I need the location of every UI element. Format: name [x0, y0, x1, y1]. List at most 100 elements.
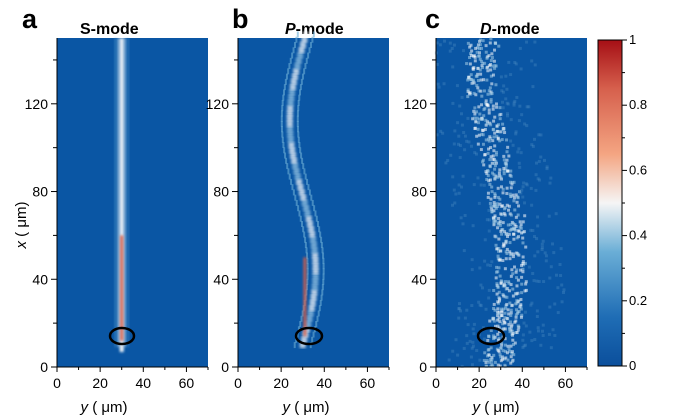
speckle: [500, 89, 504, 93]
speckle: [504, 306, 508, 310]
speckle: [483, 153, 487, 157]
speckle: [507, 289, 511, 293]
speckle: [501, 322, 505, 326]
speckle: [484, 44, 488, 48]
speckle: [486, 348, 490, 352]
speckle: [484, 50, 488, 54]
speckle: [476, 79, 480, 83]
speckle: [449, 153, 453, 157]
speckle: [490, 64, 494, 68]
speckle: [504, 167, 508, 171]
speckle: [530, 59, 534, 63]
speckle: [519, 191, 523, 195]
speckle: [481, 158, 485, 162]
speckle: [534, 188, 538, 192]
beam-fringe: [310, 194, 313, 201]
speckle: [494, 276, 498, 280]
speckle: [505, 247, 509, 251]
speckle: [515, 276, 519, 280]
speckle: [527, 265, 531, 269]
beam-fringe: [319, 299, 322, 306]
speckle: [442, 82, 446, 86]
speckle: [482, 163, 486, 167]
speckle: [491, 157, 495, 161]
speckle: [476, 176, 480, 180]
speckle: [517, 119, 521, 123]
y-tick-label: 120: [404, 96, 428, 112]
speckle: [485, 103, 489, 107]
speckle: [493, 167, 497, 171]
speckle: [456, 353, 460, 357]
speckle: [494, 153, 498, 157]
speckle: [451, 101, 455, 105]
speckle: [492, 209, 496, 213]
speckle: [490, 207, 494, 211]
speckle: [482, 358, 486, 362]
speckle: [491, 364, 495, 368]
beam-fringe: [303, 231, 306, 238]
speckle: [484, 364, 488, 368]
speckle: [490, 82, 494, 86]
speckle: [554, 212, 558, 216]
speckle: [510, 181, 514, 185]
speckle: [498, 106, 502, 110]
speckle: [497, 171, 501, 175]
speckle: [482, 78, 486, 82]
speckle: [521, 236, 525, 240]
speckle: [509, 355, 513, 359]
speckle: [492, 59, 496, 63]
speckle: [510, 323, 514, 327]
speckle: [500, 138, 504, 142]
speckle: [539, 343, 543, 347]
speckle: [465, 308, 469, 312]
beam-fringe: [303, 68, 306, 75]
beam-fringe: [280, 115, 283, 122]
speckle: [496, 324, 500, 328]
beam-segment: [312, 252, 319, 259]
beam-fringe: [317, 310, 320, 317]
speckle: [499, 229, 503, 233]
speckle: [470, 346, 474, 350]
beam-segment: [291, 157, 298, 164]
beam-segment: [305, 321, 312, 328]
x-axis-c: 0 20 40 60: [432, 366, 588, 391]
speckle: [483, 259, 487, 263]
y-tick-label: 0: [419, 359, 427, 375]
speckle: [491, 107, 495, 111]
heatmap-plot-area-a: [57, 38, 208, 367]
beam-fringe: [289, 57, 292, 64]
speckle: [457, 134, 461, 138]
speckle: [503, 131, 507, 135]
source-marker-c: [476, 326, 506, 346]
speckle: [460, 95, 464, 99]
speckle: [532, 137, 536, 141]
x-tick-label: 20: [471, 375, 487, 391]
speckle: [490, 210, 494, 214]
speckle: [485, 78, 489, 82]
speckle: [496, 222, 500, 226]
speckle: [495, 265, 499, 269]
speckle: [481, 160, 485, 164]
speckle: [493, 66, 497, 70]
speckle: [458, 302, 462, 306]
speckle: [486, 169, 490, 173]
beam-a: [114, 38, 129, 352]
beam-fringe: [299, 147, 302, 154]
speckle: [479, 78, 483, 82]
speckle: [488, 201, 492, 205]
speckle: [470, 49, 474, 53]
speckle: [501, 106, 505, 110]
speckle: [519, 223, 523, 227]
speckle: [496, 318, 500, 322]
speckle: [507, 312, 511, 316]
speckle: [474, 152, 478, 156]
speckle: [497, 258, 501, 262]
beam-segment: [287, 105, 294, 112]
speckle: [492, 201, 496, 205]
speckle: [465, 139, 469, 143]
speckle: [536, 250, 540, 254]
speckle: [502, 154, 506, 158]
panel-title-c: D-mode: [480, 21, 540, 38]
beam-fringe: [301, 310, 304, 317]
speckle: [533, 337, 537, 341]
